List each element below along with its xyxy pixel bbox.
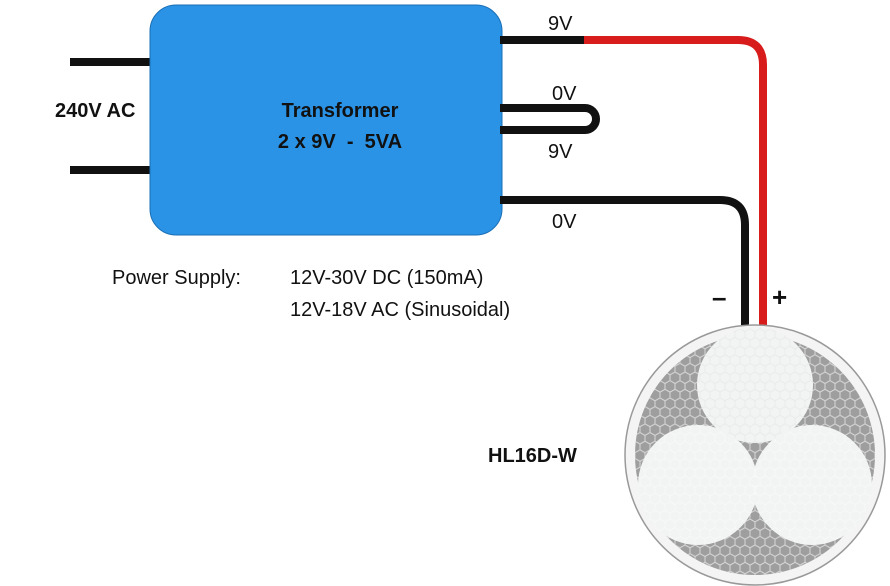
output-label: 9V xyxy=(548,141,573,163)
output-label: 0V xyxy=(552,83,577,105)
device-label: HL16D-W xyxy=(488,445,577,467)
transformer-rating: 2 x 9V - 5VA xyxy=(278,131,402,153)
transformer-title: Transformer xyxy=(282,100,399,122)
power-supply-line: 12V-30V DC (150mA) xyxy=(290,267,483,289)
output-label: 9V xyxy=(548,13,573,35)
power-supply-label: Power Supply: xyxy=(112,267,241,289)
polarity-positive: + xyxy=(772,282,787,312)
output-wires xyxy=(500,36,767,330)
device xyxy=(624,324,886,586)
polarity-negative: – xyxy=(712,282,726,312)
transformer-box xyxy=(149,4,503,236)
output-label: 0V xyxy=(552,211,577,233)
power-supply-line: 12V-18V AC (Sinusoidal) xyxy=(290,299,510,321)
input-label: 240V AC xyxy=(55,100,135,122)
input-wires xyxy=(70,58,152,174)
